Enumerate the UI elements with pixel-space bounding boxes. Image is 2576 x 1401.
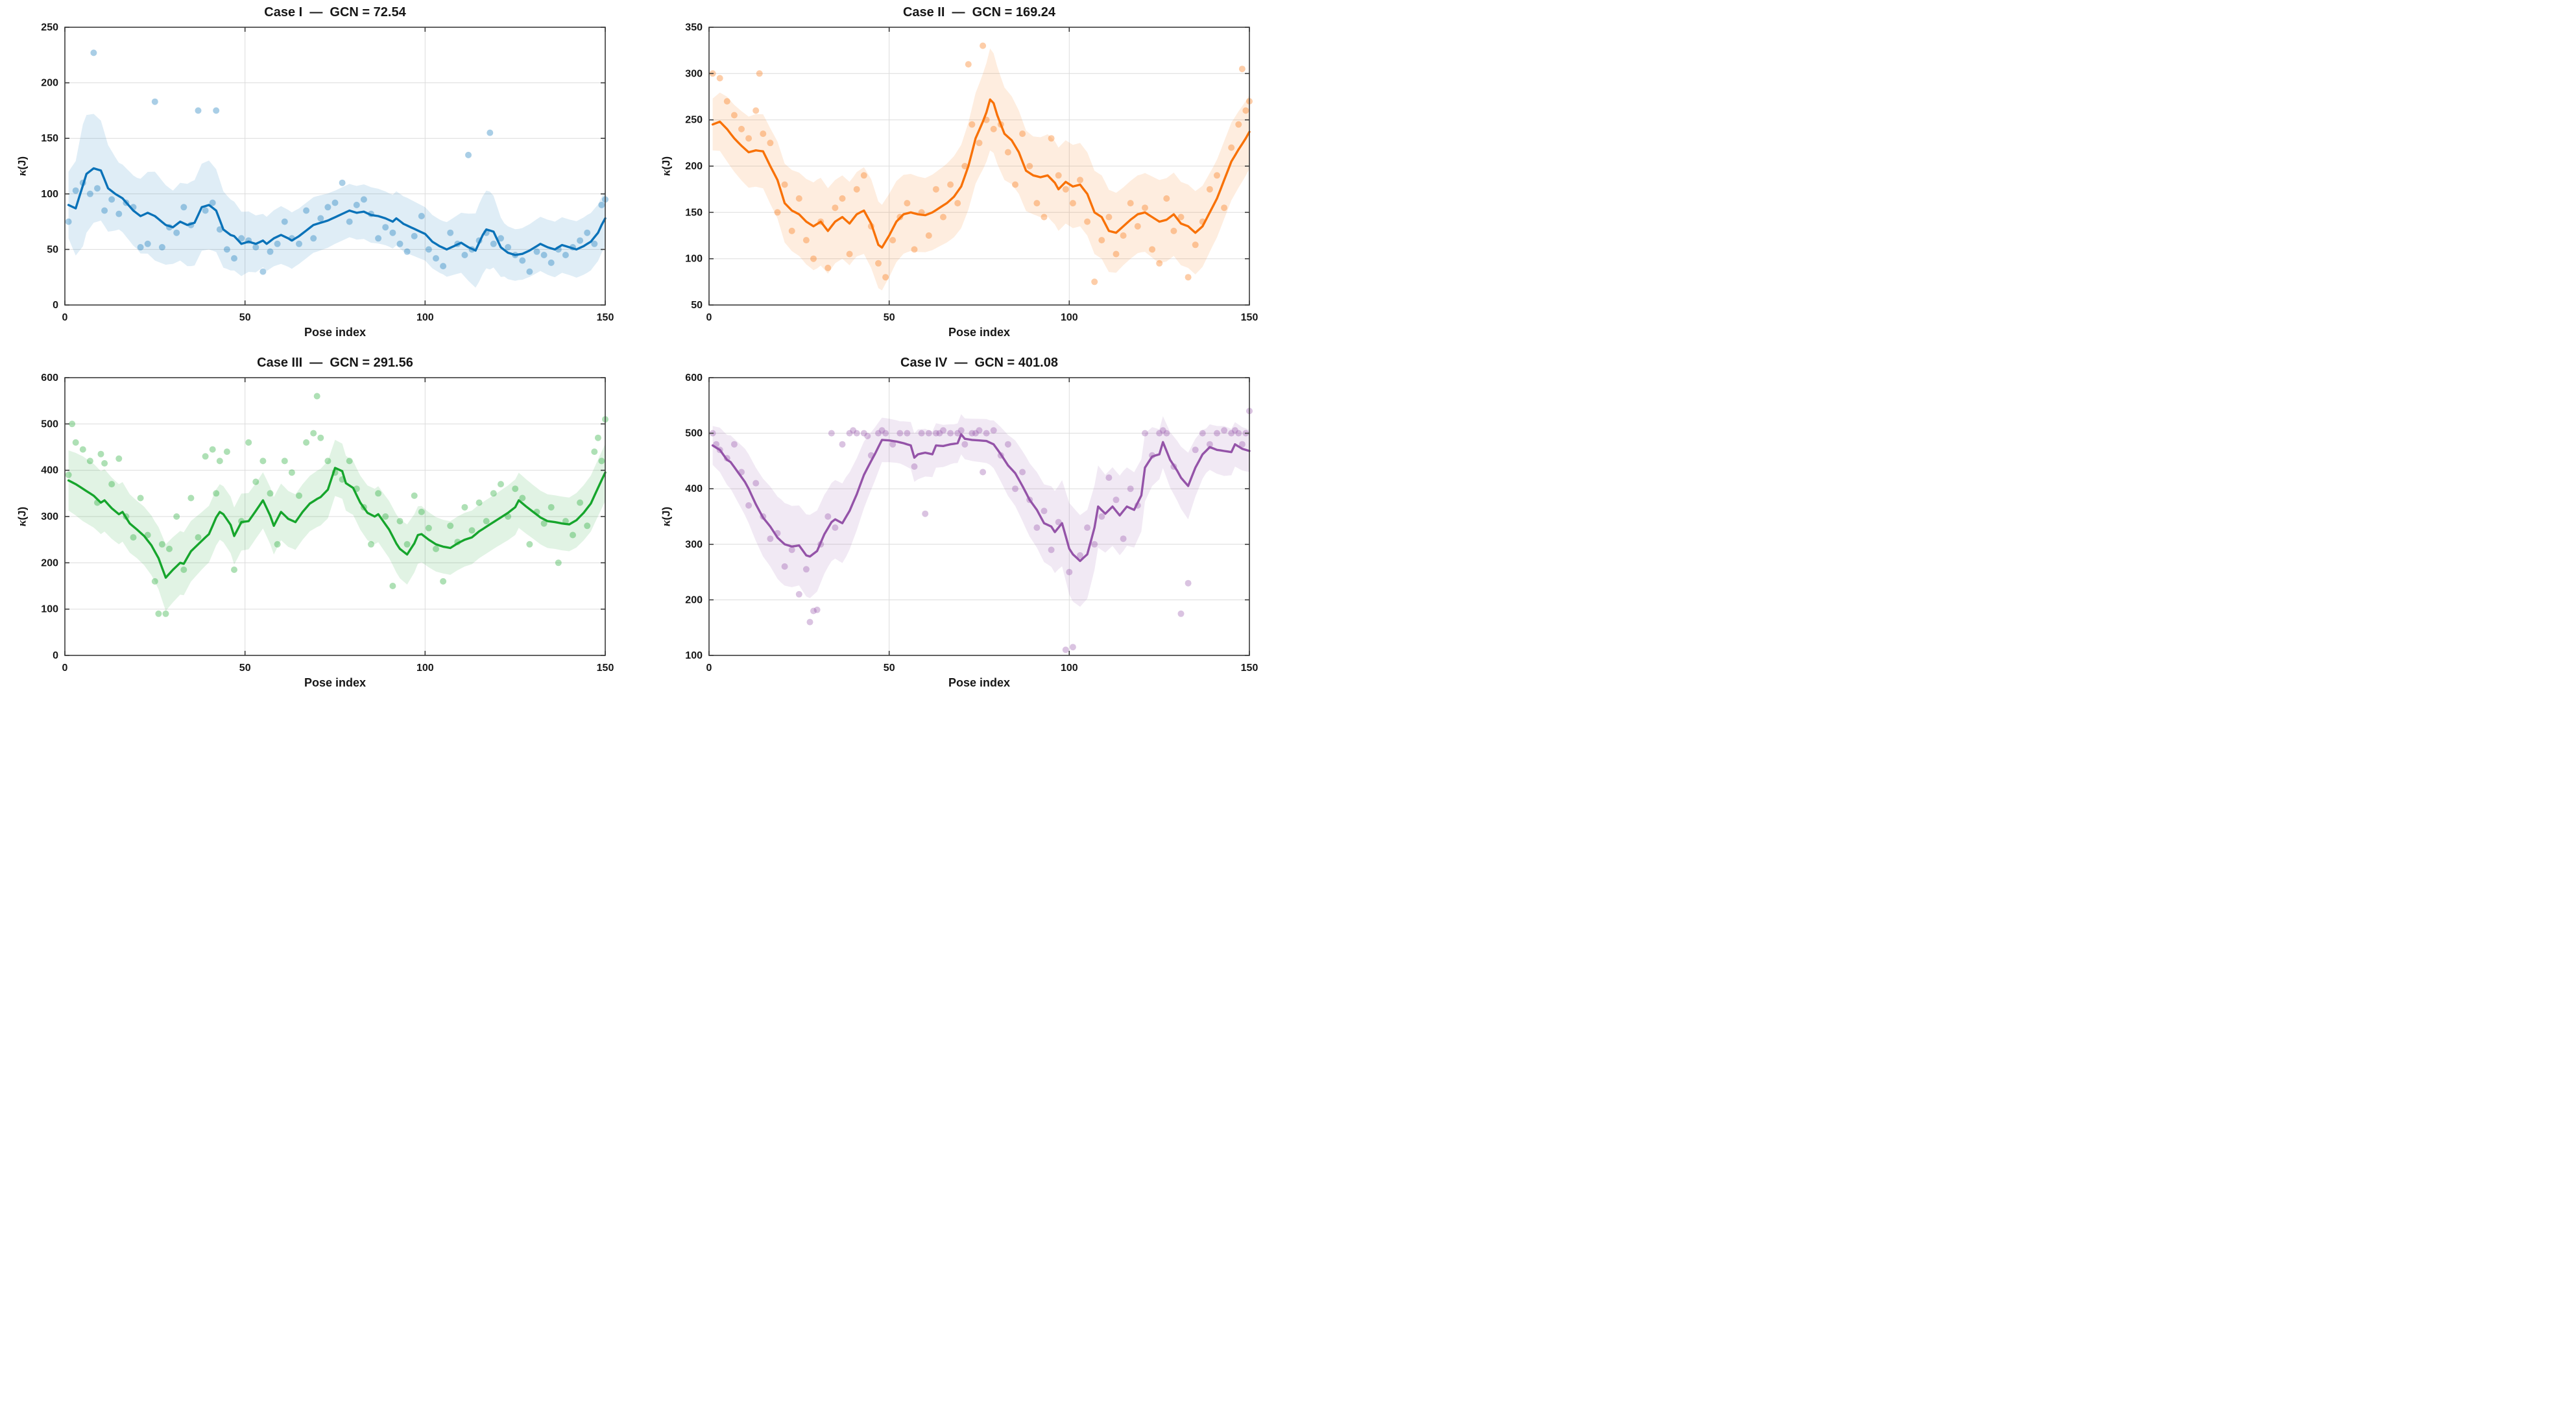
x-tick-labels: 0 50 100 150 [62, 312, 614, 323]
gridlines [65, 378, 605, 655]
svg-text:600: 600 [41, 372, 58, 384]
gridlines [709, 378, 1249, 655]
case-3-y-axis-label: κ(J) [16, 507, 29, 526]
svg-text:500: 500 [685, 428, 703, 439]
svg-text:50: 50 [884, 312, 895, 323]
mean-line [67, 167, 607, 256]
ticks [708, 27, 1250, 306]
axis-box [64, 27, 606, 306]
svg-text:100: 100 [1061, 663, 1078, 674]
case-1-title: Case I — GCN = 72.54 [264, 5, 406, 19]
ticks [64, 377, 606, 656]
svg-text:100: 100 [416, 663, 434, 674]
svg-text:50: 50 [884, 663, 895, 674]
svg-text:50: 50 [239, 663, 251, 674]
y-tick-labels: 50 100 150 200 250 300 350 [685, 22, 703, 311]
svg-text:200: 200 [685, 161, 703, 172]
svg-text:0: 0 [706, 312, 712, 323]
x-tick-labels: 0 50 100 150 [706, 312, 1258, 323]
confidence-band [712, 48, 1249, 291]
svg-text:150: 150 [1241, 663, 1258, 674]
case-1-panel: 0 50 100 150 0 50 100 150 200 250 Case I — GCN = … [0, 0, 644, 350]
svg-text:150: 150 [41, 133, 58, 144]
axis-box [708, 377, 1250, 656]
four-panel-figure: 0 50 100 150 0 50 100 150 200 250 Case I — GCN = … [0, 0, 1288, 701]
kappa-symbol: κ [15, 520, 29, 527]
svg-text:400: 400 [41, 465, 58, 476]
case-2-x-axis-label: Pose index [948, 326, 1011, 339]
svg-text:300: 300 [685, 539, 703, 550]
svg-text:100: 100 [41, 189, 58, 200]
svg-text:300: 300 [41, 511, 58, 522]
svg-text:0: 0 [706, 663, 712, 674]
case-4-title: Case IV — GCN = 401.08 [900, 356, 1058, 370]
ticks [64, 27, 606, 306]
scatter-points [65, 393, 608, 617]
svg-text:100: 100 [416, 312, 434, 323]
case-4-x-axis-label: Pose index [948, 676, 1011, 689]
svg-text:0: 0 [62, 663, 68, 674]
gridlines [65, 27, 605, 305]
case-1-plot: 0 50 100 150 0 50 100 150 200 250 [41, 22, 614, 323]
svg-text:200: 200 [41, 557, 58, 568]
scatter-points [65, 49, 608, 275]
svg-text:50: 50 [239, 312, 251, 323]
kappa-symbol: κ [659, 520, 673, 527]
case-4-panel: 0 50 100 150 100 200 300 400 500 600 Case IV — GC… [644, 350, 1288, 701]
kappa-units: (J) [660, 156, 673, 170]
confidence-band [68, 114, 606, 288]
y-tick-labels: 0 100 200 300 400 500 600 [41, 372, 58, 661]
kappa-units: (J) [660, 506, 673, 520]
case-2-title: Case II — GCN = 169.24 [902, 5, 1056, 19]
svg-text:200: 200 [685, 594, 703, 605]
kappa-units: (J) [16, 156, 29, 170]
y-tick-labels: 0 50 100 150 200 250 [41, 22, 58, 311]
svg-text:0: 0 [53, 300, 58, 311]
mean-line [67, 467, 607, 579]
svg-text:600: 600 [685, 372, 703, 384]
case-4-plot: 0 50 100 150 100 200 300 400 500 600 [685, 372, 1258, 674]
svg-text:350: 350 [685, 22, 703, 33]
y-tick-labels: 100 200 300 400 500 600 [685, 372, 703, 661]
x-tick-labels: 0 50 100 150 [706, 663, 1258, 674]
kappa-symbol: κ [659, 169, 673, 177]
kappa-units: (J) [16, 506, 29, 520]
x-tick-labels: 0 50 100 150 [62, 663, 614, 674]
confidence-band [712, 414, 1249, 607]
ticks [708, 377, 1250, 656]
svg-text:200: 200 [41, 78, 58, 89]
svg-text:100: 100 [685, 650, 703, 661]
svg-text:250: 250 [41, 22, 58, 33]
svg-text:50: 50 [47, 244, 58, 255]
svg-text:500: 500 [41, 419, 58, 430]
svg-text:150: 150 [685, 207, 703, 218]
case-3-title: Case III — GCN = 291.56 [257, 356, 413, 370]
svg-text:100: 100 [41, 604, 58, 615]
confidence-band [68, 439, 606, 611]
svg-text:0: 0 [62, 312, 68, 323]
svg-text:250: 250 [685, 115, 703, 126]
svg-text:0: 0 [53, 650, 58, 661]
svg-text:100: 100 [685, 254, 703, 265]
case-1-x-axis-label: Pose index [304, 326, 367, 339]
mean-line [711, 98, 1251, 249]
case-2-y-axis-label: κ(J) [660, 156, 673, 176]
kappa-symbol: κ [15, 169, 29, 177]
svg-text:50: 50 [691, 300, 703, 311]
case-2-panel: 0 50 100 150 50 100 150 200 250 300 350 Case II — … [644, 0, 1288, 350]
svg-text:150: 150 [1241, 312, 1258, 323]
case-4-y-axis-label: κ(J) [660, 507, 673, 526]
svg-text:300: 300 [685, 68, 703, 79]
mean-line [711, 433, 1251, 563]
gridlines [709, 27, 1249, 305]
case-3-plot: 0 50 100 150 0 100 200 300 400 500 600 [41, 372, 614, 674]
svg-text:150: 150 [597, 663, 614, 674]
svg-text:100: 100 [1061, 312, 1078, 323]
case-3-x-axis-label: Pose index [304, 676, 367, 689]
svg-text:400: 400 [685, 483, 703, 494]
case-3-panel: 0 50 100 150 0 100 200 300 400 500 600 Case III — … [0, 350, 644, 701]
case-1-y-axis-label: κ(J) [16, 156, 29, 176]
svg-text:150: 150 [597, 312, 614, 323]
